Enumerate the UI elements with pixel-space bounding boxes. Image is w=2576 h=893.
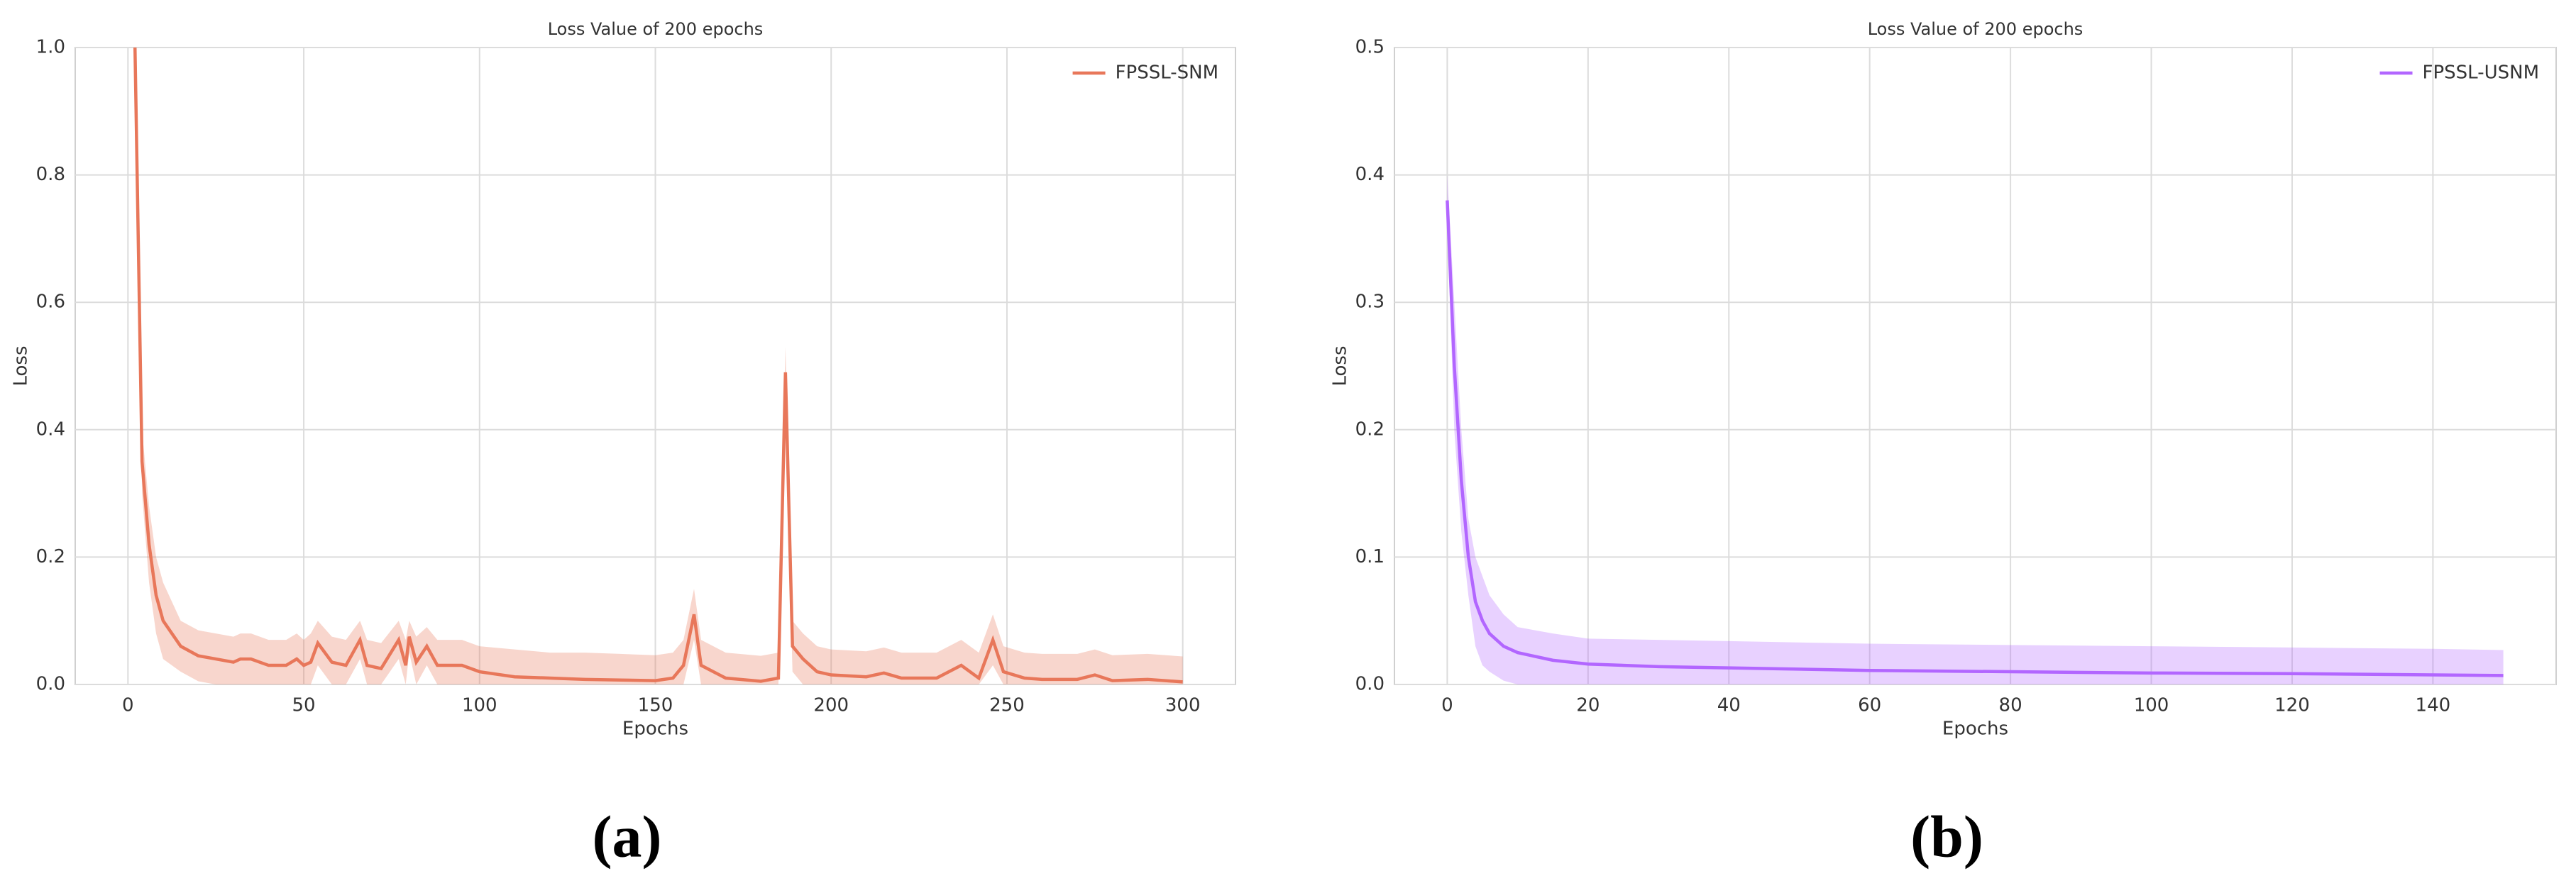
x-tick-label: 120 — [2274, 695, 2310, 716]
y-tick-label: 0.0 — [1355, 674, 1385, 695]
y-tick-label: 0.2 — [36, 546, 65, 567]
chart-title: Loss Value of 200 epochs — [548, 19, 764, 39]
x-tick-label: 300 — [1165, 695, 1201, 716]
y-tick-label: 0.2 — [1355, 418, 1385, 440]
y-tick-label: 0.8 — [36, 164, 65, 185]
x-tick-label: 150 — [638, 695, 673, 716]
x-tick-label: 250 — [989, 695, 1025, 716]
x-tick-label: 80 — [1999, 695, 2022, 716]
y-tick-label: 0.4 — [1355, 164, 1385, 185]
x-tick-label: 50 — [292, 695, 315, 716]
y-tick-label: 0.3 — [1355, 292, 1385, 313]
plot-area — [1394, 47, 2557, 685]
y-tick-label: 0.4 — [36, 418, 65, 440]
y-tick-label: 0.5 — [1355, 37, 1385, 58]
x-axis-label: Epochs — [622, 719, 688, 740]
x-tick-label: 100 — [462, 695, 497, 716]
x-tick-label: 60 — [1858, 695, 1881, 716]
y-axis-label: Loss — [1330, 345, 1351, 386]
x-tick-label: 0 — [1441, 695, 1453, 716]
x-tick-label: 100 — [2134, 695, 2169, 716]
x-tick-label: 200 — [813, 695, 849, 716]
x-axis-label: Epochs — [1942, 719, 2008, 740]
x-tick-label: 140 — [2416, 695, 2451, 716]
y-tick-label: 0.0 — [36, 674, 65, 695]
y-axis-label: Loss — [11, 345, 32, 386]
y-tick-label: 0.6 — [36, 292, 65, 313]
x-tick-label: 20 — [1576, 695, 1600, 716]
confidence-band — [1447, 174, 2504, 685]
x-tick-label: 0 — [122, 695, 134, 716]
line — [133, 47, 1183, 684]
line — [1446, 200, 2504, 677]
y-tick-label: 1.0 — [36, 37, 65, 58]
panel-label: (a) — [593, 804, 662, 870]
panel-label: (b) — [1910, 804, 1983, 870]
y-tick-label: 0.1 — [1355, 546, 1385, 567]
chart-title: Loss Value of 200 epochs — [1868, 19, 2084, 39]
legend-label: FPSSL-SNM — [1116, 62, 1218, 84]
x-tick-label: 40 — [1717, 695, 1741, 716]
legend-label: FPSSL-USNM — [2423, 62, 2539, 84]
